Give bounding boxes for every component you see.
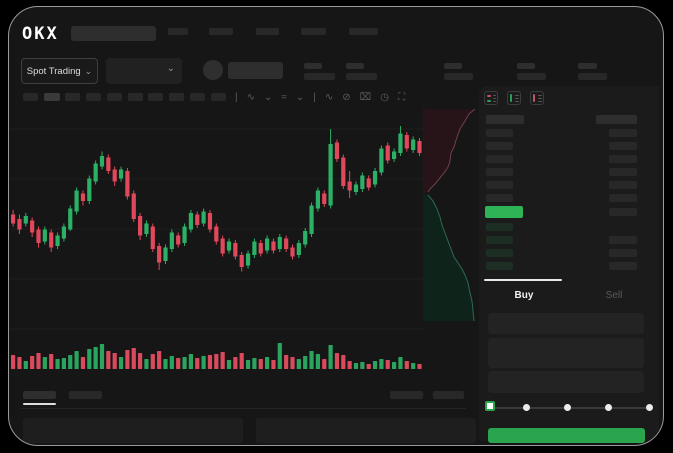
- ask-amount: [609, 142, 637, 150]
- timeframe-3[interactable]: [65, 93, 80, 101]
- last-amount: [609, 208, 637, 216]
- ask-price[interactable]: [486, 129, 513, 137]
- timeframe-1[interactable]: [23, 93, 38, 101]
- book-asks-icon[interactable]: [530, 91, 544, 105]
- chevron-down-icon[interactable]: ⌄: [295, 92, 305, 103]
- pair-select[interactable]: ⌄: [106, 58, 182, 84]
- order-book-panel: Buy Sell: [479, 86, 659, 443]
- stat-value-4: [517, 73, 546, 80]
- amount-input[interactable]: [488, 338, 644, 368]
- bottom-action-2[interactable]: [433, 391, 464, 399]
- stat-label-5: [578, 63, 597, 69]
- bid-price[interactable]: [486, 223, 513, 231]
- ask-amount: [609, 155, 637, 163]
- bid-amount: [609, 262, 637, 270]
- compare-icon[interactable]: ≈: [281, 92, 287, 103]
- stat-label-1: [304, 63, 322, 69]
- bottom-action-1[interactable]: [390, 391, 423, 399]
- chart-toolbar-icons: | ∿ ⌄ ≈ ⌄ | ∿ ⊘ ⌧ ◷ ⛶: [235, 92, 405, 103]
- bid-amount: [609, 236, 637, 244]
- slider-step-100[interactable]: [646, 404, 653, 411]
- separator: |: [313, 92, 316, 103]
- nav-item-5[interactable]: [349, 28, 378, 35]
- stat-value-1: [304, 73, 335, 80]
- timeframe-4[interactable]: [86, 93, 101, 101]
- timeframe-7[interactable]: [148, 93, 163, 101]
- stat-value-2: [346, 73, 377, 80]
- book-col-header-price: [486, 115, 524, 124]
- ask-amount: [609, 194, 637, 202]
- last-price-badge[interactable]: [485, 206, 523, 218]
- bid-price[interactable]: [486, 236, 513, 244]
- chevron-down-icon: ⌄: [166, 63, 175, 74]
- timeframe-6[interactable]: [128, 93, 143, 101]
- ask-price[interactable]: [486, 194, 513, 202]
- eraser-icon[interactable]: ⊘: [342, 92, 351, 103]
- bid-price[interactable]: [486, 249, 513, 257]
- camera-icon[interactable]: ⌧: [359, 92, 372, 103]
- token-avatar: [203, 60, 223, 80]
- ask-price[interactable]: [486, 142, 513, 150]
- app-window: OKX Spot Trading ⌄ ⌄ | ∿ ⌄ ≈ ⌄ | ∿ ⊘ ⌧ ◷: [8, 6, 664, 446]
- market-type-dropdown[interactable]: Spot Trading ⌄: [21, 58, 98, 84]
- slider-handle[interactable]: [485, 401, 495, 411]
- divider: [21, 408, 466, 409]
- timeframe-10[interactable]: [211, 93, 226, 101]
- price-input[interactable]: [488, 313, 644, 334]
- ask-price[interactable]: [486, 181, 513, 189]
- stat-value-3: [444, 73, 473, 80]
- chevron-down-icon: ⌄: [84, 65, 93, 76]
- stat-value-5: [578, 73, 607, 80]
- timeframe-9[interactable]: [190, 93, 205, 101]
- trade-tabs: Buy Sell: [479, 285, 659, 307]
- candlestick-chart[interactable]: [9, 107, 479, 397]
- ask-amount: [609, 181, 637, 189]
- book-bids-icon[interactable]: [507, 91, 521, 105]
- buy-submit-button[interactable]: [488, 428, 645, 443]
- orders-panel-placeholder: [23, 418, 243, 443]
- bid-amount: [609, 249, 637, 257]
- nav-item-1[interactable]: [168, 28, 188, 35]
- clock-icon[interactable]: ◷: [380, 92, 389, 103]
- book-col-header-amount: [596, 115, 637, 124]
- tab-buy[interactable]: Buy: [514, 290, 534, 301]
- pair-name-placeholder[interactable]: [228, 62, 283, 79]
- market-type-label: Spot Trading: [26, 65, 81, 77]
- nav-item-2[interactable]: [209, 28, 233, 35]
- slider-step-25[interactable]: [523, 404, 530, 411]
- ask-amount: [609, 168, 637, 176]
- ask-amount: [609, 129, 637, 137]
- book-both-icon[interactable]: [484, 91, 498, 105]
- slider-step-50[interactable]: [564, 404, 571, 411]
- history-panel-placeholder: [256, 418, 476, 443]
- stat-label-2: [346, 63, 364, 69]
- stat-label-3: [444, 63, 462, 69]
- timeframe-5[interactable]: [107, 93, 122, 101]
- stat-label-4: [517, 63, 535, 69]
- ask-price[interactable]: [486, 155, 513, 163]
- okx-logo: OKX: [22, 24, 59, 44]
- active-tab-underline: [23, 403, 56, 405]
- nav-item-4[interactable]: [301, 28, 326, 35]
- separator: |: [235, 92, 238, 103]
- line-tool-icon[interactable]: ∿: [324, 92, 334, 103]
- bottom-tab-2[interactable]: [69, 391, 102, 399]
- tab-sell[interactable]: Sell: [605, 290, 623, 301]
- timeframe-8[interactable]: [169, 93, 184, 101]
- ask-price[interactable]: [486, 168, 513, 176]
- total-input[interactable]: [488, 371, 644, 393]
- search-input[interactable]: [71, 26, 156, 41]
- slider-step-75[interactable]: [605, 404, 612, 411]
- buy-tab-indicator: [484, 279, 562, 281]
- nav-item-3[interactable]: [256, 28, 279, 35]
- chevron-down-icon[interactable]: ⌄: [264, 92, 273, 103]
- timeframe-2-active[interactable]: [44, 93, 60, 101]
- fullscreen-icon[interactable]: ⛶: [397, 92, 405, 103]
- indicators-icon[interactable]: ∿: [246, 92, 255, 103]
- bottom-tab-1-active[interactable]: [23, 391, 56, 399]
- bid-price[interactable]: [486, 262, 513, 270]
